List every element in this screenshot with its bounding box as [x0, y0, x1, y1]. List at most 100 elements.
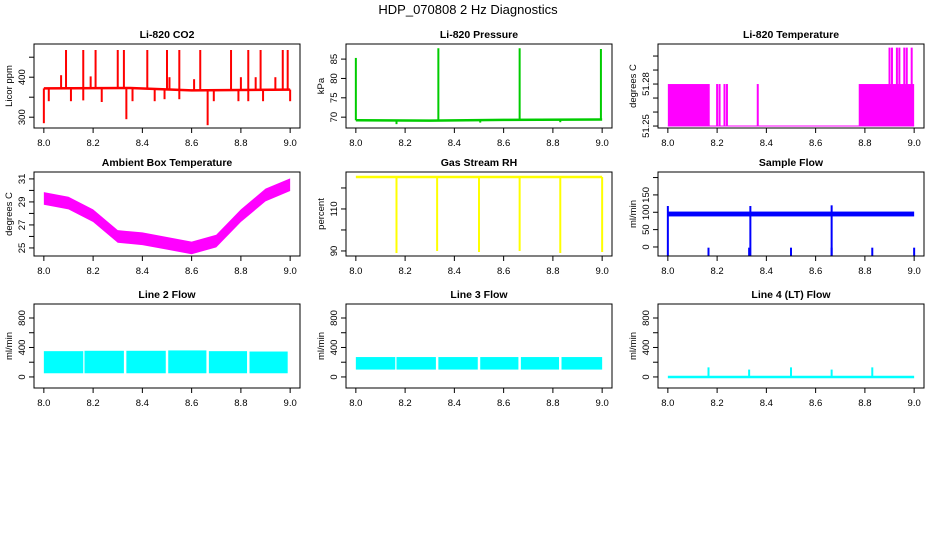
plot-frame: [657, 303, 925, 389]
y-axis-label: ml/min: [628, 332, 639, 360]
data-band: [438, 357, 478, 370]
panel-title: Line 3 Flow: [450, 289, 508, 301]
x-tick-label: 8.6: [185, 138, 198, 149]
data-band: [43, 351, 84, 374]
x-tick-label: 8.4: [760, 266, 773, 277]
y-tick-label: 800: [641, 310, 652, 326]
x-tick-label: 8.0: [37, 266, 50, 277]
y-tick-label: 150: [641, 187, 652, 203]
y-tick-label: 90: [329, 246, 340, 257]
panel-title: Ambient Box Temperature: [102, 157, 233, 169]
y-tick-label: 110: [329, 201, 340, 216]
y-tick-label: 29: [17, 197, 28, 208]
x-tick-label: 8.8: [234, 138, 247, 149]
data-band: [249, 351, 288, 374]
x-tick-label: 9.0: [284, 138, 297, 149]
x-tick-label: 8.0: [349, 398, 362, 409]
panel-2: Li-820 Pressure kPa 8.0 8.2 8.4 8.6 8.8 9.0 70 75…: [316, 29, 613, 149]
x-tick-label: 8.2: [711, 266, 724, 277]
x-tick-label: 8.0: [661, 266, 674, 277]
y-tick-label: 800: [329, 310, 340, 326]
x-tick-label: 8.2: [711, 398, 724, 409]
plot-frame: [345, 303, 613, 389]
y-tick-label: 400: [17, 69, 28, 85]
y-tick-label: 50: [641, 224, 652, 235]
x-tick-label: 9.0: [284, 398, 297, 409]
x-tick-label: 8.2: [87, 138, 100, 149]
y-tick-label: 27: [17, 220, 28, 231]
data-band: [208, 351, 248, 374]
y-tick-label: 100: [641, 204, 652, 220]
x-tick-label: 8.4: [448, 266, 461, 277]
data-band: [126, 350, 166, 374]
plot-frame: [345, 171, 613, 257]
y-axis-label: degrees C: [628, 64, 639, 108]
data-band: [667, 84, 710, 127]
data-band: [396, 357, 436, 370]
panel-title: Gas Stream RH: [441, 157, 517, 169]
y-axis-label: percent: [316, 198, 327, 230]
data-band: [667, 211, 915, 217]
y-tick-label: 80: [329, 73, 340, 84]
x-tick-label: 9.0: [284, 266, 297, 277]
x-tick-label: 8.4: [448, 398, 461, 409]
panel-3: Li-820 Temperature degrees C 8.0 8.2 8.4 8.6 8…: [628, 29, 925, 149]
x-tick-label: 9.0: [596, 398, 609, 409]
x-tick-label: 8.4: [136, 138, 149, 149]
x-tick-label: 8.6: [497, 138, 510, 149]
x-tick-label: 9.0: [596, 266, 609, 277]
y-axis-label: kPa: [316, 77, 327, 94]
x-tick-label: 8.6: [497, 266, 510, 277]
x-tick-label: 9.0: [596, 138, 609, 149]
x-tick-label: 8.0: [349, 266, 362, 277]
x-tick-label: 8.4: [760, 138, 773, 149]
x-tick-label: 8.6: [809, 398, 822, 409]
x-tick-label: 8.6: [497, 398, 510, 409]
panel-9: Line 4 (LT) Flow ml/min 8.0 8.2 8.4 8.6 8.8 9.0…: [628, 289, 925, 409]
x-tick-label: 8.2: [711, 138, 724, 149]
y-tick-label: 75: [329, 93, 340, 104]
x-tick-label: 8.4: [448, 138, 461, 149]
y-tick-label: 25: [17, 243, 28, 254]
y-tick-label: 800: [17, 310, 28, 326]
data-band: [520, 357, 560, 370]
plot-frame: [33, 171, 301, 257]
panel-title: Line 4 (LT) Flow: [751, 289, 831, 301]
y-tick-label: 0: [641, 374, 652, 379]
panel-title: Li-820 CO2: [140, 29, 195, 41]
y-tick-label: 400: [17, 340, 28, 356]
x-tick-label: 9.0: [908, 138, 921, 149]
data-line: [355, 118, 603, 122]
data-band: [355, 357, 396, 370]
x-tick-label: 8.6: [809, 138, 822, 149]
y-tick-label: 0: [17, 374, 28, 379]
x-tick-label: 8.0: [349, 138, 362, 149]
y-tick-label: 400: [641, 340, 652, 356]
y-axis-label: ml/min: [4, 332, 15, 360]
x-tick-label: 8.8: [234, 266, 247, 277]
x-tick-label: 8.4: [136, 398, 149, 409]
y-axis-label: degrees C: [4, 192, 15, 236]
y-axis-label: Licor ppm: [4, 65, 15, 107]
x-tick-label: 8.2: [399, 266, 412, 277]
plot-frame: [345, 43, 613, 129]
y-tick-label: 51.28: [641, 72, 652, 96]
x-tick-label: 8.2: [399, 398, 412, 409]
x-tick-label: 8.6: [185, 398, 198, 409]
x-tick-label: 8.2: [399, 138, 412, 149]
panel-title: Line 2 Flow: [138, 289, 196, 301]
plot-frame: [33, 43, 301, 129]
panel-4: Ambient Box Temperature degrees C 8.0 8.2 8.…: [4, 157, 301, 277]
panel-title: Li-820 Temperature: [743, 29, 839, 41]
panel-6: Sample Flow ml/min 8.0 8.2 8.4 8.6 8.8 9.0 0 50 10…: [628, 157, 925, 277]
data-band: [561, 357, 603, 370]
plot-frame: [657, 171, 925, 257]
panel-7: Line 2 Flow ml/min 8.0 8.2 8.4 8.6 8.8 9.0 0 400 8…: [4, 289, 301, 409]
y-tick-label: 70: [329, 112, 340, 123]
plot-frame: [657, 43, 925, 129]
x-tick-label: 8.4: [136, 266, 149, 277]
x-tick-label: 8.8: [546, 398, 559, 409]
y-tick-label: 51.25: [641, 114, 652, 138]
x-tick-label: 8.2: [87, 266, 100, 277]
panel-1: Li-820 CO2 Licor ppm 8.0 8.2 8.4 8.6 8.8 9.0 300…: [4, 29, 301, 149]
